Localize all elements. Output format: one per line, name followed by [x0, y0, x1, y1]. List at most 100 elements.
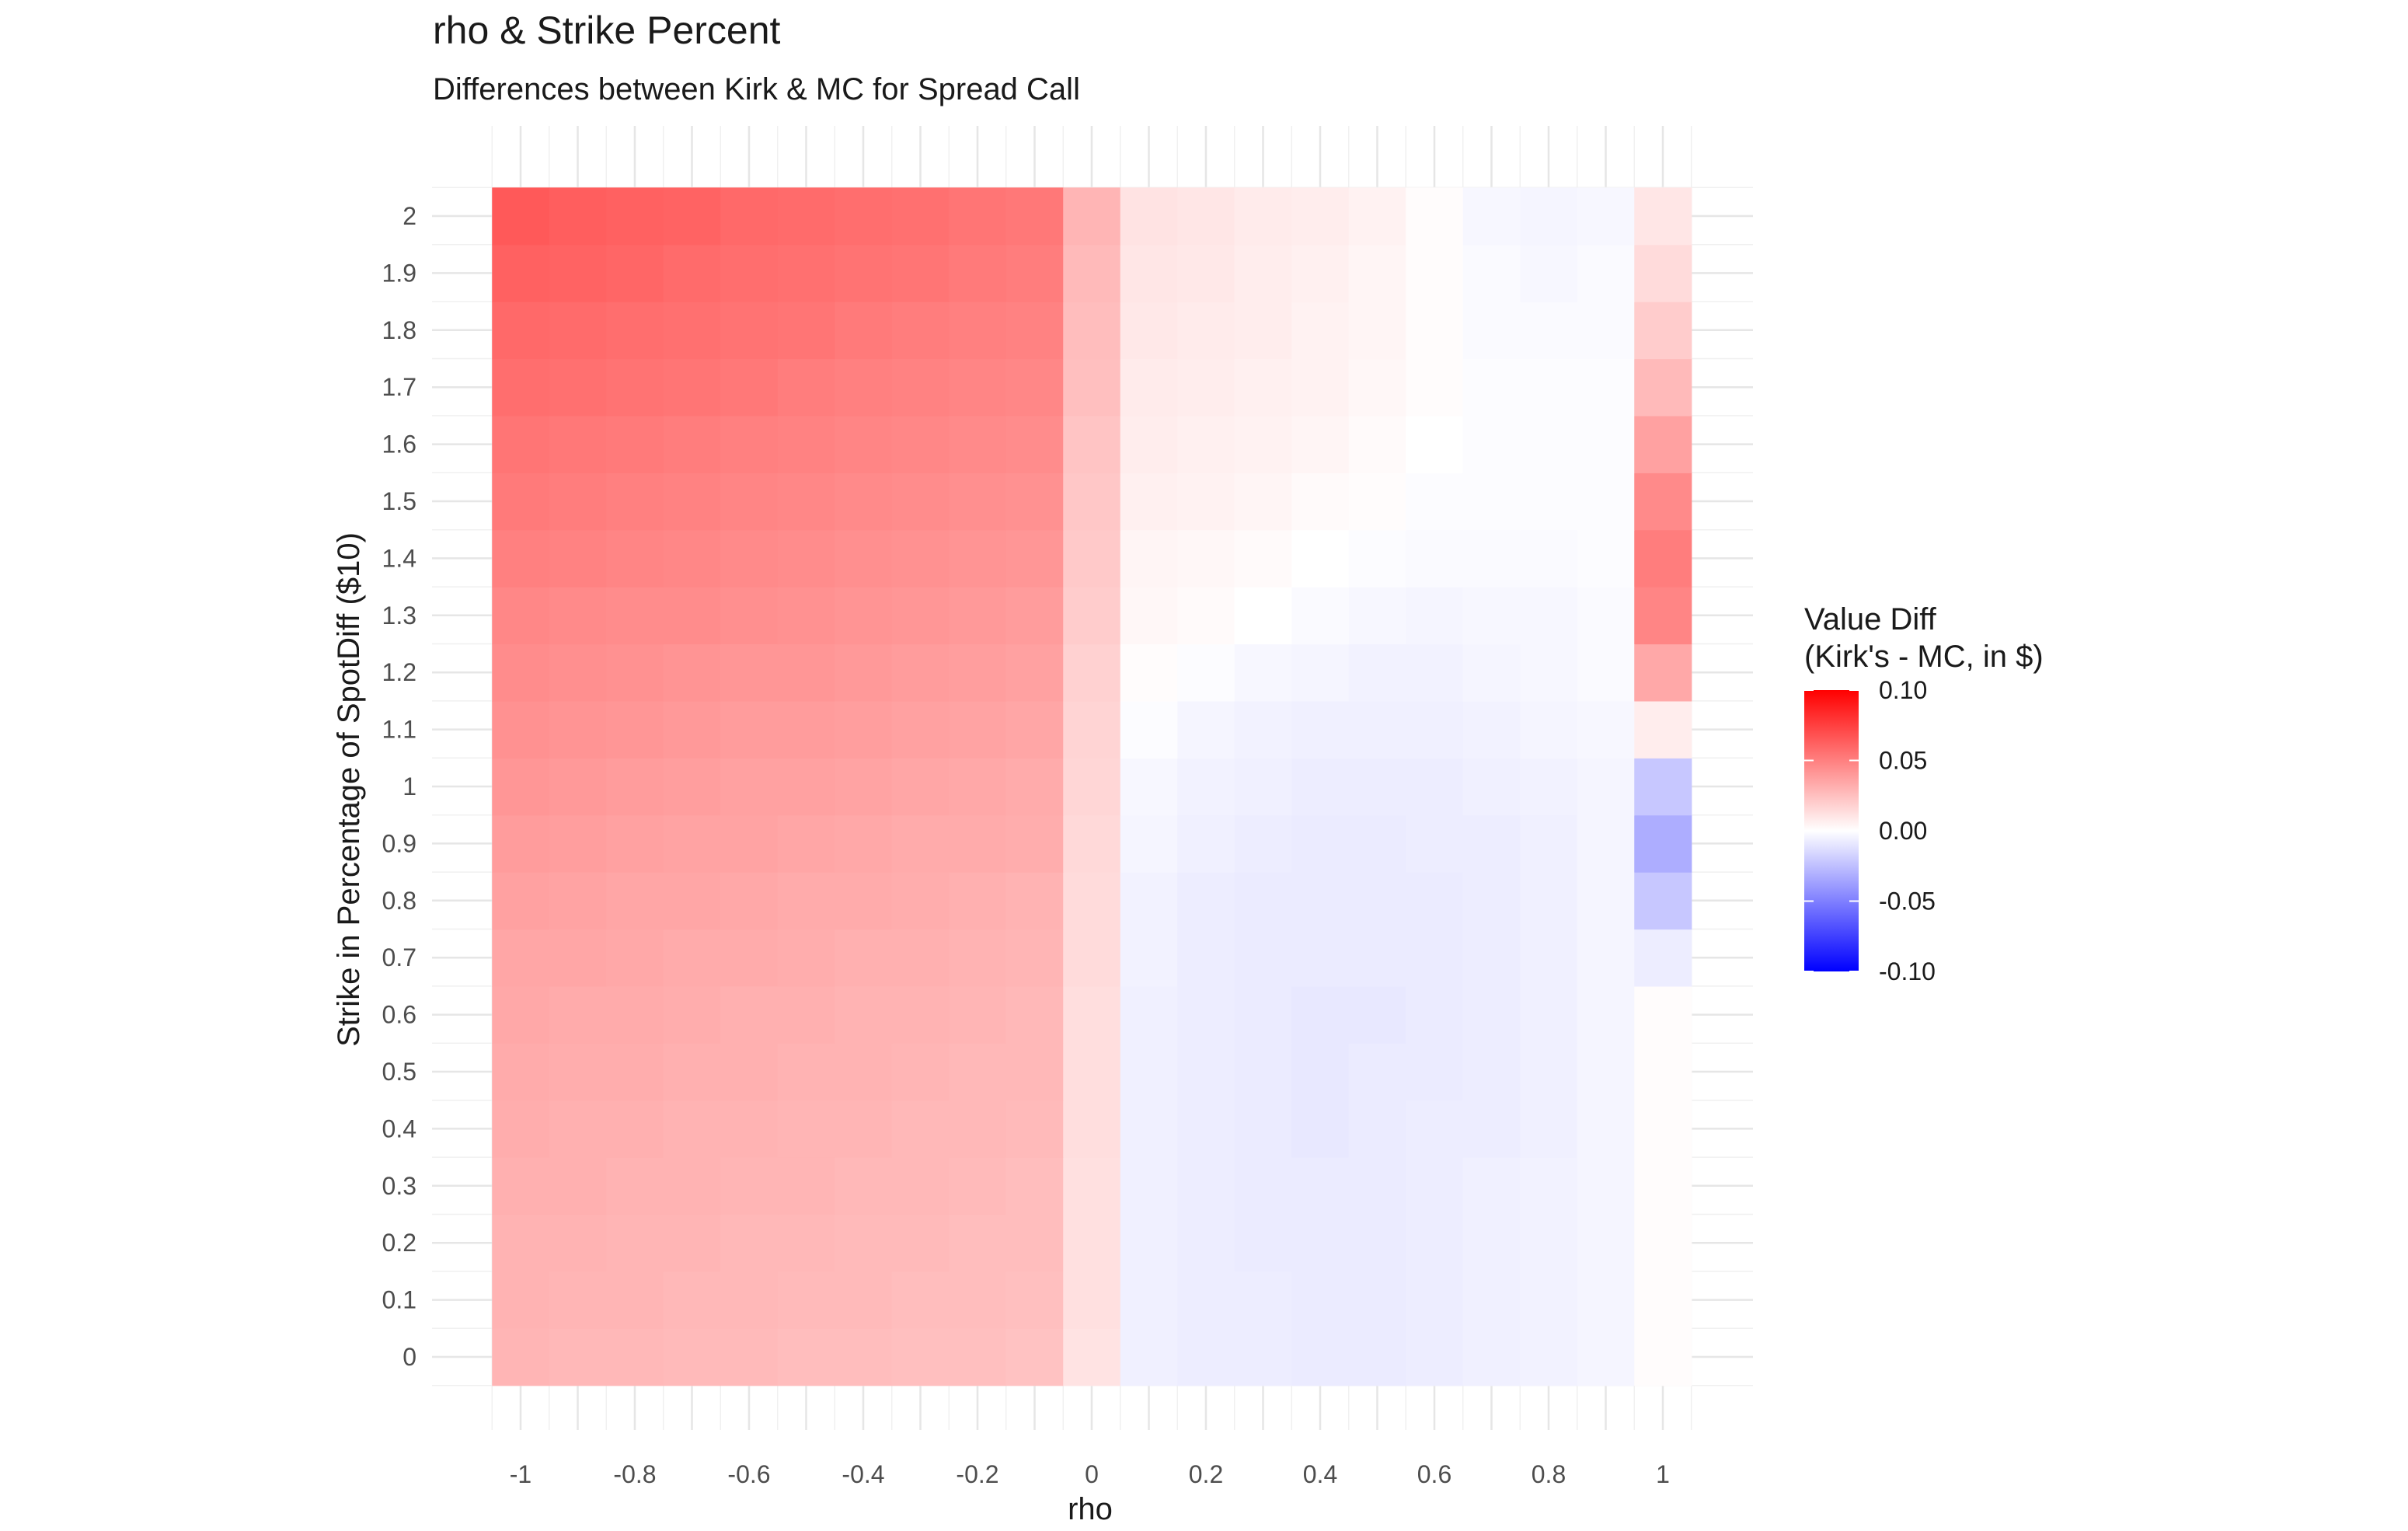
x-axis-title: rho: [1068, 1492, 1113, 1526]
heatmap-cell: [1234, 643, 1292, 702]
heatmap-cell: [1520, 700, 1578, 759]
heatmap-cell: [1348, 872, 1406, 930]
heatmap-cell: [1634, 758, 1692, 816]
heatmap-cell: [1520, 473, 1578, 531]
x-tick-label: 1: [1656, 1460, 1670, 1488]
heatmap-cell: [606, 415, 664, 473]
heatmap-cell: [835, 1271, 893, 1329]
heatmap-cell: [663, 643, 721, 702]
heatmap-cell: [1520, 872, 1578, 930]
heatmap-cell: [949, 244, 1007, 302]
heatmap-cell: [720, 1214, 779, 1272]
heatmap-cell: [1462, 700, 1521, 759]
heatmap-cell: [1063, 1043, 1121, 1101]
heatmap-cell: [1291, 1157, 1350, 1215]
heatmap-cell: [1520, 929, 1578, 987]
heatmap-cell: [492, 1157, 550, 1215]
heatmap-cell: [492, 473, 550, 531]
heatmap-cell: [663, 187, 721, 246]
heatmap-cell: [777, 358, 835, 417]
heatmap-cell: [720, 872, 779, 930]
y-tick-label: 1: [402, 772, 416, 800]
heatmap-cell: [606, 700, 664, 759]
y-tick-label: 1.5: [382, 487, 416, 515]
heatmap-cell: [1348, 1214, 1406, 1272]
heatmap-cell: [1177, 758, 1235, 816]
heatmap-cell: [1577, 1328, 1635, 1386]
y-tick-label: 0.2: [382, 1229, 416, 1257]
x-tick-label: 0.8: [1532, 1460, 1566, 1488]
heatmap-cell: [1406, 1100, 1464, 1158]
heatmap-cell: [492, 643, 550, 702]
heatmap-cell: [549, 872, 607, 930]
heatmap-cell: [1406, 1271, 1464, 1329]
heatmap-cell: [1177, 302, 1235, 360]
heatmap-cell: [1462, 1328, 1521, 1386]
heatmap-cell: [606, 473, 664, 531]
heatmap-cell: [1120, 187, 1178, 246]
x-axis-ticks: -1 -0.8 -0.6 -0.4 -0.2 0 0.2 0.4 0.6 0.8 1: [510, 1460, 1670, 1488]
heatmap-cell: [777, 1043, 835, 1101]
heatmap-cell: [1634, 358, 1692, 417]
heatmap-cell: [1291, 814, 1350, 873]
heatmap-cell: [720, 929, 779, 987]
x-tick-label: -0.8: [613, 1460, 656, 1488]
heatmap-cell: [1120, 814, 1178, 873]
heatmap-cell: [1234, 814, 1292, 873]
y-tick-label: 0.4: [382, 1114, 416, 1142]
heatmap-cell: [835, 1157, 893, 1215]
heatmap-cell: [835, 872, 893, 930]
heatmap-cell: [720, 700, 779, 759]
heatmap-cell: [1120, 1043, 1178, 1101]
heatmap-cell: [606, 985, 664, 1044]
heatmap-cell: [663, 1214, 721, 1272]
heatmap-cell: [891, 700, 950, 759]
heatmap-cell: [549, 643, 607, 702]
heatmap-cell: [1348, 473, 1406, 531]
x-tick-label: -1: [510, 1460, 531, 1488]
heatmap-cell: [1462, 415, 1521, 473]
heatmap-cell: [549, 758, 607, 816]
heatmap-cell: [1063, 358, 1121, 417]
heatmap-cell: [1005, 643, 1064, 702]
heatmap-cell: [835, 358, 893, 417]
y-tick-label: 1.3: [382, 602, 416, 629]
heatmap-cell: [1634, 700, 1692, 759]
heatmap-cell: [1005, 1328, 1064, 1386]
heatmap-cell: [1577, 187, 1635, 246]
heatmap-cell: [720, 358, 779, 417]
heatmap-cell: [720, 187, 779, 246]
heatmap-cell: [891, 1100, 950, 1158]
heatmap-cell: [1005, 358, 1064, 417]
heatmap-cell: [1462, 929, 1521, 987]
heatmap-cell: [1406, 758, 1464, 816]
heatmap-cell: [1291, 244, 1350, 302]
heatmap-cell: [1406, 872, 1464, 930]
heatmap-cell: [1520, 587, 1578, 645]
heatmap-cell: [1520, 1328, 1578, 1386]
heatmap-cell: [1063, 758, 1121, 816]
heatmap-cell: [1348, 1043, 1406, 1101]
heatmap-cell: [949, 929, 1007, 987]
heatmap-cell: [835, 187, 893, 246]
heatmap-cell: [1005, 985, 1064, 1044]
heatmap-cell: [1577, 1271, 1635, 1329]
heatmap-cell: [1520, 643, 1578, 702]
y-tick-label: 1.1: [382, 716, 416, 744]
heatmap-cell: [1577, 1214, 1635, 1272]
heatmap-cell: [1234, 1157, 1292, 1215]
heatmap-cell: [1348, 1100, 1406, 1158]
heatmap-cell: [1577, 1100, 1635, 1158]
heatmap-cell: [1120, 643, 1178, 702]
heatmap-cell: [1462, 872, 1521, 930]
heatmap-cell: [1005, 872, 1064, 930]
heatmap-cell: [492, 872, 550, 930]
heatmap-cell: [1177, 985, 1235, 1044]
heatmap-cell: [1005, 1157, 1064, 1215]
heatmap-cell: [606, 1271, 664, 1329]
heatmap-cell: [1063, 529, 1121, 588]
heatmap-cell: [1234, 587, 1292, 645]
heatmap-cell: [949, 1157, 1007, 1215]
y-tick-label: 2: [402, 202, 416, 230]
heatmap-cell: [891, 1043, 950, 1101]
